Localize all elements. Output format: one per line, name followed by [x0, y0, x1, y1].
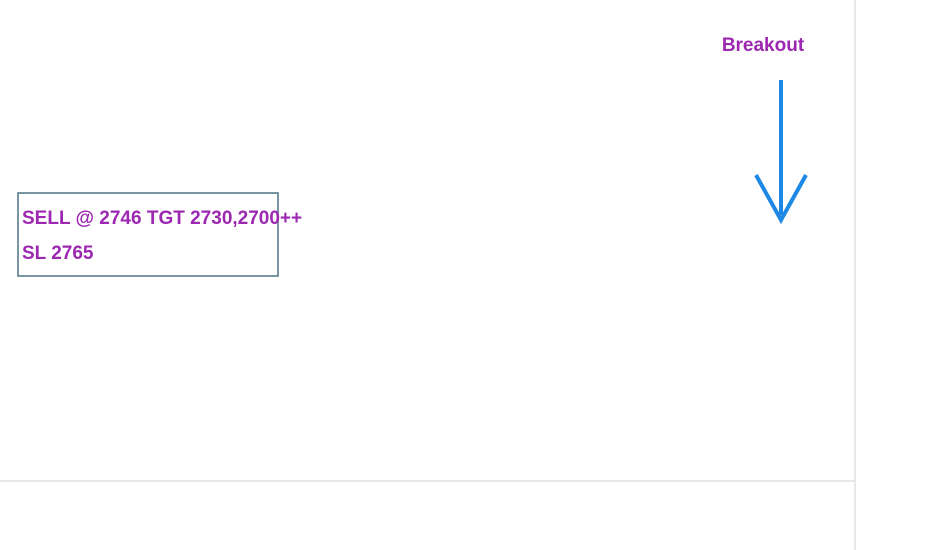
note-line: SL 2765	[22, 243, 94, 264]
arrow-head	[754, 174, 808, 225]
breakout-arrow	[754, 80, 808, 225]
note-box	[17, 192, 279, 277]
note-line: SELL @ 2746 TGT 2730,2700++	[22, 208, 302, 229]
breakout-label: Breakout	[722, 35, 805, 56]
